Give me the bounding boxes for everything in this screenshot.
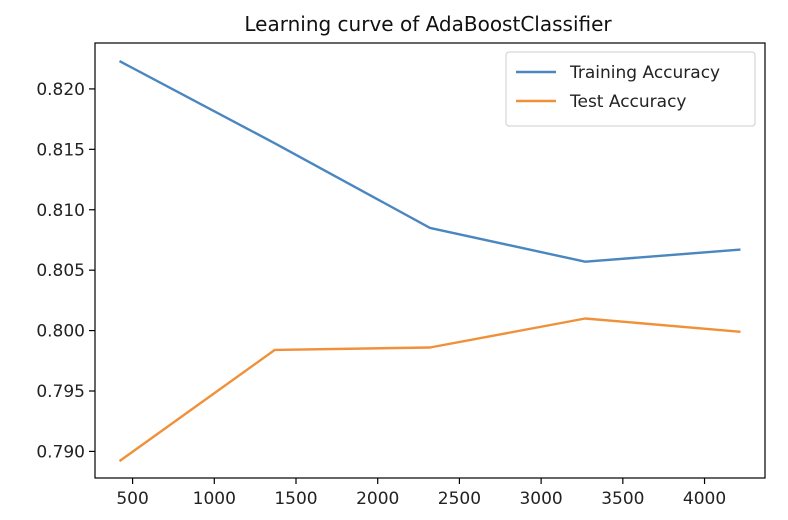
y-tick-label: 0.815 <box>36 140 85 160</box>
legend: Training Accuracy Test Accuracy <box>505 51 756 127</box>
series-line-1 <box>118 317 741 463</box>
series-line-0 <box>118 60 741 263</box>
legend-label-0: Training Accuracy <box>569 63 720 83</box>
legend-label-1: Test Accuracy <box>569 92 687 112</box>
x-tick-label: 2500 <box>438 489 481 509</box>
legend-box <box>505 51 756 127</box>
y-tick-label: 0.790 <box>36 442 85 462</box>
axes-frame <box>94 42 766 479</box>
y-tick-label: 0.795 <box>36 382 85 402</box>
x-tick-label: 1000 <box>193 489 236 509</box>
x-tick-label: 3500 <box>601 489 644 509</box>
x-tick-label: 4000 <box>683 489 726 509</box>
chart-title: Learning curve of AdaBoostClassifier <box>244 12 612 36</box>
y-tick-label: 0.810 <box>36 201 85 221</box>
y-tick-label: 0.800 <box>36 322 85 342</box>
x-tick-label: 2000 <box>356 489 399 509</box>
y-tick-label: 0.820 <box>36 80 85 100</box>
x-tick-label: 1500 <box>274 489 317 509</box>
y-tick-label: 0.805 <box>36 261 85 281</box>
x-tick-label: 3000 <box>519 489 562 509</box>
x-tick-label: 500 <box>116 489 148 509</box>
plot-area: 500 1000 1500 2000 2500 3000 3500 4000 0.790 0.79… <box>36 42 766 509</box>
